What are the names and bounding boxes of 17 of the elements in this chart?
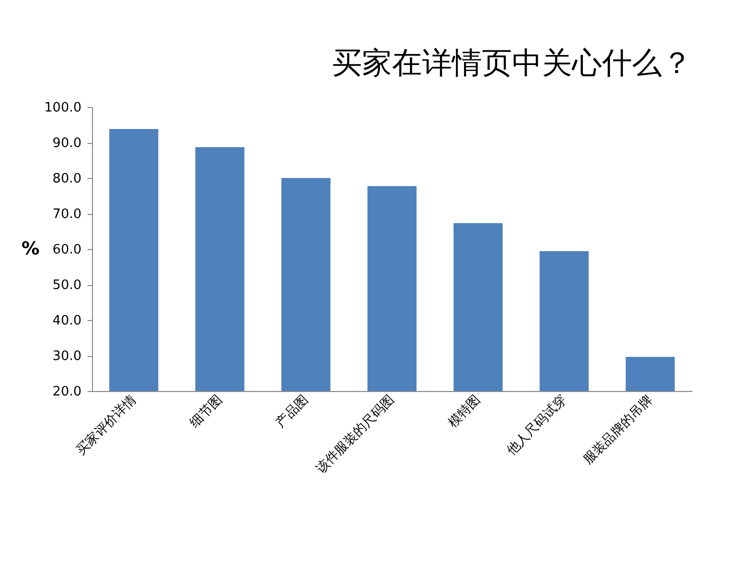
x-tick-label: 模特图 — [446, 392, 484, 431]
x-tick-label: 服装品牌的吊牌 — [580, 392, 656, 468]
y-tick-label: 60.0 — [52, 242, 82, 258]
y-tick-label: 30.0 — [52, 349, 82, 364]
y-tick-label: 70.0 — [52, 207, 82, 222]
x-tick-label: 产品图 — [273, 392, 312, 431]
y-tick-label: 80.0 — [52, 172, 82, 186]
x-tick-label: 细节图 — [187, 392, 226, 431]
x-tick-label: 该件服装的尺码图 — [312, 392, 398, 477]
y-tick-label: 90.0 — [52, 136, 82, 151]
y-tick-label: 100.0 — [44, 100, 82, 116]
chart-title: 买家在详情页中关心什么？ — [332, 46, 692, 81]
y-tick-label: 40.0 — [52, 314, 82, 328]
y-axis-title: % — [21, 238, 40, 260]
y-tick-label: 50.0 — [52, 278, 82, 293]
x-tick-label: 他人尺码试穿 — [504, 392, 570, 458]
y-tick-label: 20.0 — [52, 384, 82, 400]
